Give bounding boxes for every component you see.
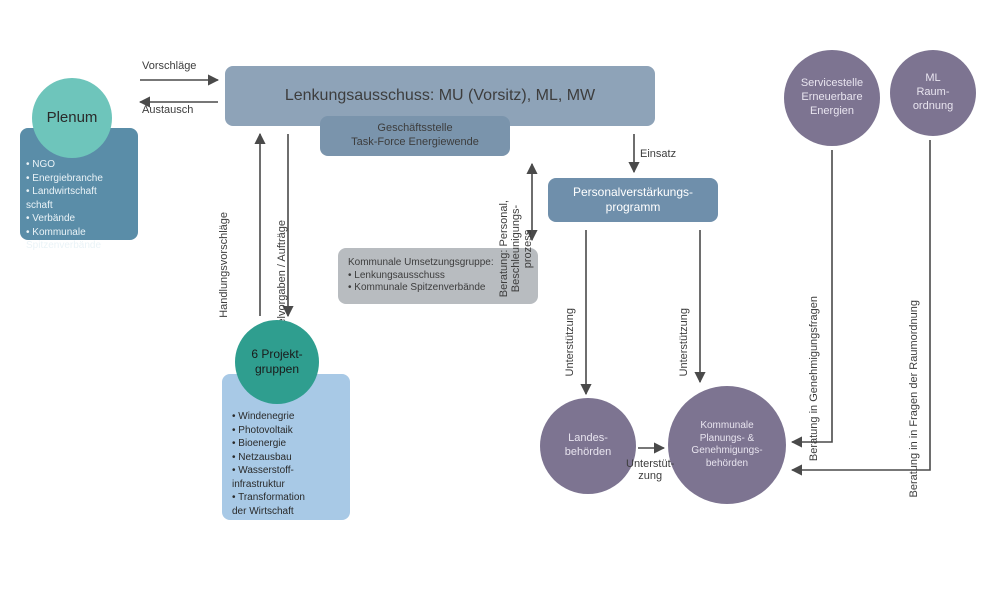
node-label-plenum_circle: Plenum [47,109,98,128]
node-label-geschaeft: Geschäftsstelle Task-Force Energiewende [351,122,479,150]
node-label-kommunale_gruppe: Kommunale Umsetzungsgruppe: • Lenkungsau… [348,257,494,295]
list-item: Verbände [26,212,136,226]
node-label-kommunale_planung: Kommunale Planungs- & Genehmigungs- behö… [691,420,762,470]
list-item: Bioenergie [232,437,350,451]
node-label-ml_raum: ML Raum- ordnung [913,72,953,113]
node-geschaeft: Geschäftsstelle Task-Force Energiewende [320,116,510,156]
node-kommunale_planung: Kommunale Planungs- & Genehmigungs- behö… [668,386,786,504]
list-item: Transformation der Wirtschaft [232,491,350,518]
node-plenum_circle: Plenum [32,78,112,158]
edge-label-e7: Unterstützung [564,308,576,376]
list-item: Photovoltaik [232,424,350,438]
node-ml_raum: ML Raum- ordnung [890,50,976,136]
list-item: Windenegrie [232,410,350,424]
edge-label-e4: Zielvorgaben / Aufträge [276,220,288,334]
node-servicestelle: Servicestelle Erneuerbare Energien [784,50,880,146]
list-item: NGO [26,158,136,172]
edge-label-e2: Austausch [142,104,193,116]
node-personal: Personalverstärkungs- programm [548,178,718,222]
list-item: Energiebranche [26,172,136,186]
list-plenum_items: NGOEnergiebrancheLandwirtschaft schaftVe… [26,158,136,253]
list-item: Netzausbau [232,451,350,465]
edge-label-e9: Unterstüt- zung [626,458,674,482]
edge-label-e8: Unterstützung [678,308,690,376]
node-label-lenkung: Lenkungsausschuss: MU (Vorsitz), ML, MW [285,86,595,106]
node-landes: Landes- behörden [540,398,636,494]
node-label-projekt_circle: 6 Projekt- gruppen [251,347,302,377]
node-label-landes: Landes- behörden [565,432,612,460]
node-label-personal: Personalverstärkungs- programm [573,185,693,215]
edge-label-e11: Beratung in in Fragen der Raumordnung [908,300,920,498]
list-item: Wasserstoff- infrastruktur [232,464,350,491]
list-projekt_items: WindenegriePhotovoltaikBioenergieNetzaus… [232,410,350,518]
node-label-servicestelle: Servicestelle Erneuerbare Energien [801,77,863,118]
edge-label-e5: Beratung: Personal, Beschleunigungs- pro… [498,200,534,297]
edge-label-e3: Handlungsvorschläge [218,212,230,318]
edge-label-e10: Beratung in Genehmigungsfragen [808,296,820,461]
list-item: Kommunale Spitzenverbände [26,226,136,253]
list-item: Landwirtschaft schaft [26,185,136,212]
edge-label-e6: Einsatz [640,148,676,160]
node-projekt_circle: 6 Projekt- gruppen [235,320,319,404]
edge-label-e1: Vorschläge [142,60,196,72]
